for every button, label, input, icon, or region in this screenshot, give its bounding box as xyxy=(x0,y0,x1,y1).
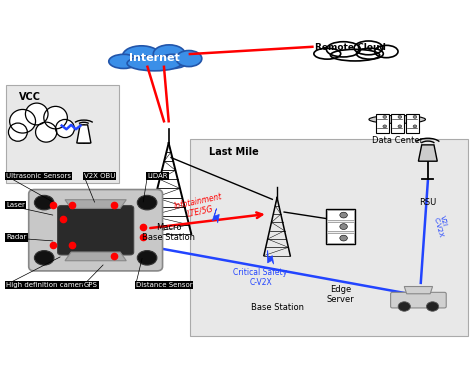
Polygon shape xyxy=(404,287,433,294)
Polygon shape xyxy=(268,250,273,264)
Text: Base Station: Base Station xyxy=(251,303,303,312)
Text: Data Center: Data Center xyxy=(372,136,423,145)
Ellipse shape xyxy=(36,122,57,142)
Circle shape xyxy=(398,125,402,128)
Ellipse shape xyxy=(123,46,160,66)
FancyBboxPatch shape xyxy=(190,139,468,336)
FancyBboxPatch shape xyxy=(328,222,354,231)
FancyBboxPatch shape xyxy=(391,114,404,133)
FancyBboxPatch shape xyxy=(6,85,119,183)
Text: Macro
Base Station: Macro Base Station xyxy=(142,223,195,242)
Circle shape xyxy=(398,115,402,118)
Circle shape xyxy=(413,115,417,118)
Ellipse shape xyxy=(375,45,398,58)
Circle shape xyxy=(340,224,347,229)
Ellipse shape xyxy=(109,54,138,68)
Text: LiDAR: LiDAR xyxy=(147,173,168,179)
Ellipse shape xyxy=(176,51,202,67)
Ellipse shape xyxy=(314,48,341,59)
Text: Radar: Radar xyxy=(6,235,27,240)
FancyBboxPatch shape xyxy=(406,114,419,133)
Ellipse shape xyxy=(153,45,185,63)
Text: Remote Cloud: Remote Cloud xyxy=(315,44,385,52)
Circle shape xyxy=(413,125,417,128)
Text: V2X OBU: V2X OBU xyxy=(84,173,115,179)
FancyBboxPatch shape xyxy=(328,210,354,220)
Text: Infotainment
LTE/5G: Infotainment LTE/5G xyxy=(173,192,225,221)
FancyBboxPatch shape xyxy=(391,292,446,308)
Ellipse shape xyxy=(327,42,360,57)
Text: Laser: Laser xyxy=(6,202,25,208)
FancyBboxPatch shape xyxy=(375,114,389,133)
Circle shape xyxy=(340,235,347,241)
Text: High definition camera: High definition camera xyxy=(6,282,86,288)
Circle shape xyxy=(427,302,438,311)
Ellipse shape xyxy=(55,119,74,138)
Polygon shape xyxy=(65,200,126,208)
Circle shape xyxy=(340,212,347,218)
Ellipse shape xyxy=(354,41,383,55)
FancyBboxPatch shape xyxy=(29,190,163,271)
Polygon shape xyxy=(77,125,91,143)
Circle shape xyxy=(398,302,410,311)
Text: Distance Sensor: Distance Sensor xyxy=(136,282,192,288)
Ellipse shape xyxy=(127,56,182,71)
Text: Last Mile: Last Mile xyxy=(209,147,258,157)
Polygon shape xyxy=(419,145,438,161)
Text: RSU: RSU xyxy=(419,198,437,206)
Text: GPS: GPS xyxy=(84,282,98,288)
Ellipse shape xyxy=(9,109,36,133)
Ellipse shape xyxy=(137,195,157,210)
Polygon shape xyxy=(212,209,219,223)
Ellipse shape xyxy=(330,49,380,61)
Circle shape xyxy=(383,125,387,128)
FancyBboxPatch shape xyxy=(328,234,354,243)
Ellipse shape xyxy=(44,107,67,129)
Text: VCC: VCC xyxy=(18,92,41,102)
Ellipse shape xyxy=(9,123,27,141)
Text: Edge
Server: Edge Server xyxy=(327,285,355,304)
Ellipse shape xyxy=(356,48,383,59)
Ellipse shape xyxy=(137,251,157,265)
FancyBboxPatch shape xyxy=(326,209,356,244)
Ellipse shape xyxy=(26,103,48,125)
Text: Critical Safety
C-V2X: Critical Safety C-V2X xyxy=(234,268,288,287)
Ellipse shape xyxy=(158,54,188,68)
Text: Internet: Internet xyxy=(129,53,180,63)
Ellipse shape xyxy=(369,115,426,123)
Ellipse shape xyxy=(35,251,54,265)
Text: Ultrasonic Sensors: Ultrasonic Sensors xyxy=(6,173,71,179)
Circle shape xyxy=(383,115,387,118)
Polygon shape xyxy=(65,252,126,261)
FancyBboxPatch shape xyxy=(57,206,134,255)
Text: V2I
C-V2X: V2I C-V2X xyxy=(433,215,450,238)
Ellipse shape xyxy=(35,195,54,210)
